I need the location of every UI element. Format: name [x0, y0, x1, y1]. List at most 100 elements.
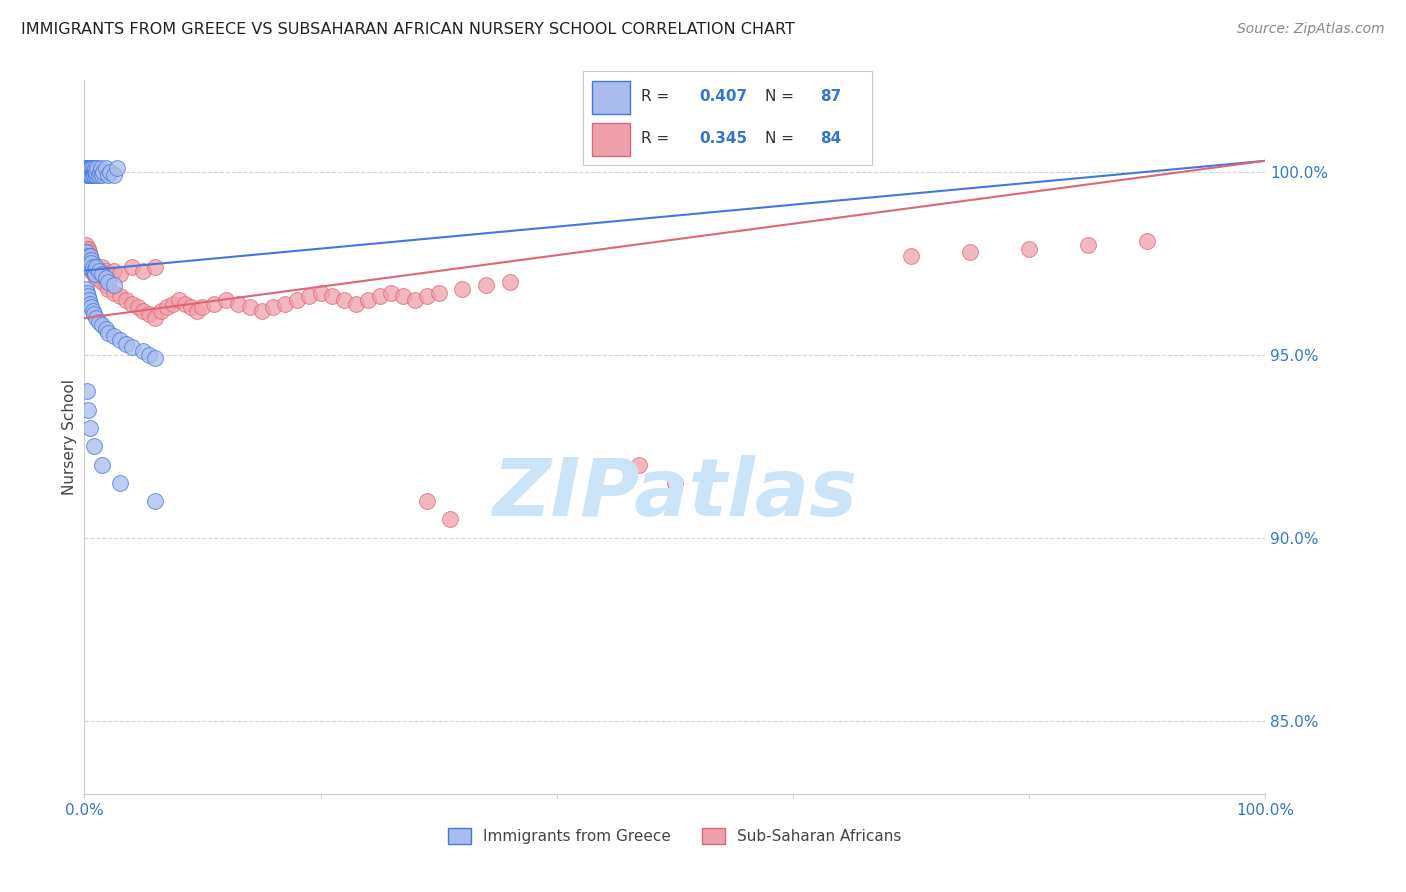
Point: [83, 263, 105, 277]
Point: [77, 165, 100, 179]
Point: [79, 169, 101, 183]
Point: [82, 169, 104, 183]
Point: [97, 169, 120, 183]
Point: [84, 165, 107, 179]
Legend: Immigrants from Greece, Sub-Saharan Africans: Immigrants from Greece, Sub-Saharan Afri…: [443, 822, 907, 850]
Point: [77, 252, 100, 267]
Point: [87, 169, 110, 183]
Text: 0.345: 0.345: [699, 131, 747, 146]
Point: [91, 165, 114, 179]
Point: [80, 256, 103, 270]
Text: N =: N =: [765, 89, 799, 104]
Point: [98, 165, 121, 179]
Point: [392, 289, 415, 303]
Point: [83, 439, 105, 453]
Point: [173, 296, 195, 310]
Point: [77, 245, 100, 260]
Point: [103, 329, 125, 343]
Text: 84: 84: [820, 131, 841, 146]
Point: [132, 344, 155, 359]
Point: [77, 289, 100, 303]
Point: [309, 285, 332, 300]
Point: [357, 293, 380, 307]
Point: [75, 238, 97, 252]
Point: [80, 252, 103, 267]
Point: [77, 252, 100, 267]
Point: [76, 245, 98, 260]
Point: [91, 169, 114, 183]
Point: [121, 296, 143, 310]
Point: [84, 267, 107, 281]
Point: [76, 384, 98, 399]
Point: [262, 300, 284, 314]
Point: [79, 260, 101, 274]
Point: [79, 161, 101, 175]
Point: [77, 260, 100, 274]
Point: [108, 289, 131, 303]
Point: [191, 300, 214, 314]
Point: [103, 285, 125, 300]
Point: [90, 161, 112, 175]
Point: [79, 249, 101, 263]
Point: [84, 263, 107, 277]
Text: R =: R =: [641, 89, 675, 104]
Point: [79, 260, 101, 274]
Point: [91, 458, 114, 472]
Point: [76, 252, 98, 267]
Point: [285, 293, 308, 307]
Point: [77, 161, 100, 175]
Point: [76, 285, 98, 300]
Point: [215, 293, 238, 307]
Point: [79, 165, 101, 179]
Point: [143, 494, 166, 508]
Point: [84, 165, 107, 179]
Point: [91, 267, 114, 281]
Y-axis label: Nursery School: Nursery School: [62, 379, 77, 495]
Point: [156, 300, 179, 314]
Point: [114, 336, 136, 351]
Point: [1077, 238, 1099, 252]
Point: [143, 311, 166, 326]
Point: [76, 165, 98, 179]
Point: [77, 249, 100, 263]
Point: [83, 260, 105, 274]
Point: [77, 169, 100, 183]
Point: [79, 161, 101, 175]
FancyBboxPatch shape: [592, 123, 630, 156]
Point: [97, 326, 120, 340]
Point: [94, 161, 117, 175]
Point: [79, 296, 101, 310]
Point: [82, 161, 104, 175]
Point: [94, 278, 117, 293]
Point: [202, 296, 225, 310]
Point: [138, 348, 160, 362]
Point: [108, 475, 131, 490]
Point: [97, 275, 120, 289]
Point: [77, 402, 100, 417]
Point: [87, 267, 110, 281]
Point: [77, 242, 100, 256]
Point: [77, 165, 100, 179]
Point: [75, 282, 97, 296]
Point: [77, 256, 100, 270]
Point: [84, 271, 107, 285]
Point: [84, 311, 107, 326]
Point: [321, 289, 343, 303]
Point: [250, 303, 273, 318]
Point: [404, 293, 426, 307]
Point: [108, 267, 131, 281]
Point: [80, 161, 103, 175]
Point: [344, 296, 367, 310]
Point: [97, 282, 120, 296]
Point: [107, 161, 129, 175]
Point: [82, 303, 104, 318]
Text: 0.407: 0.407: [699, 89, 747, 104]
Point: [368, 289, 391, 303]
Point: [77, 165, 100, 179]
Point: [82, 256, 104, 270]
Point: [77, 161, 100, 175]
Point: [380, 285, 402, 300]
Point: [1136, 235, 1159, 249]
Point: [132, 263, 155, 277]
Point: [498, 275, 520, 289]
